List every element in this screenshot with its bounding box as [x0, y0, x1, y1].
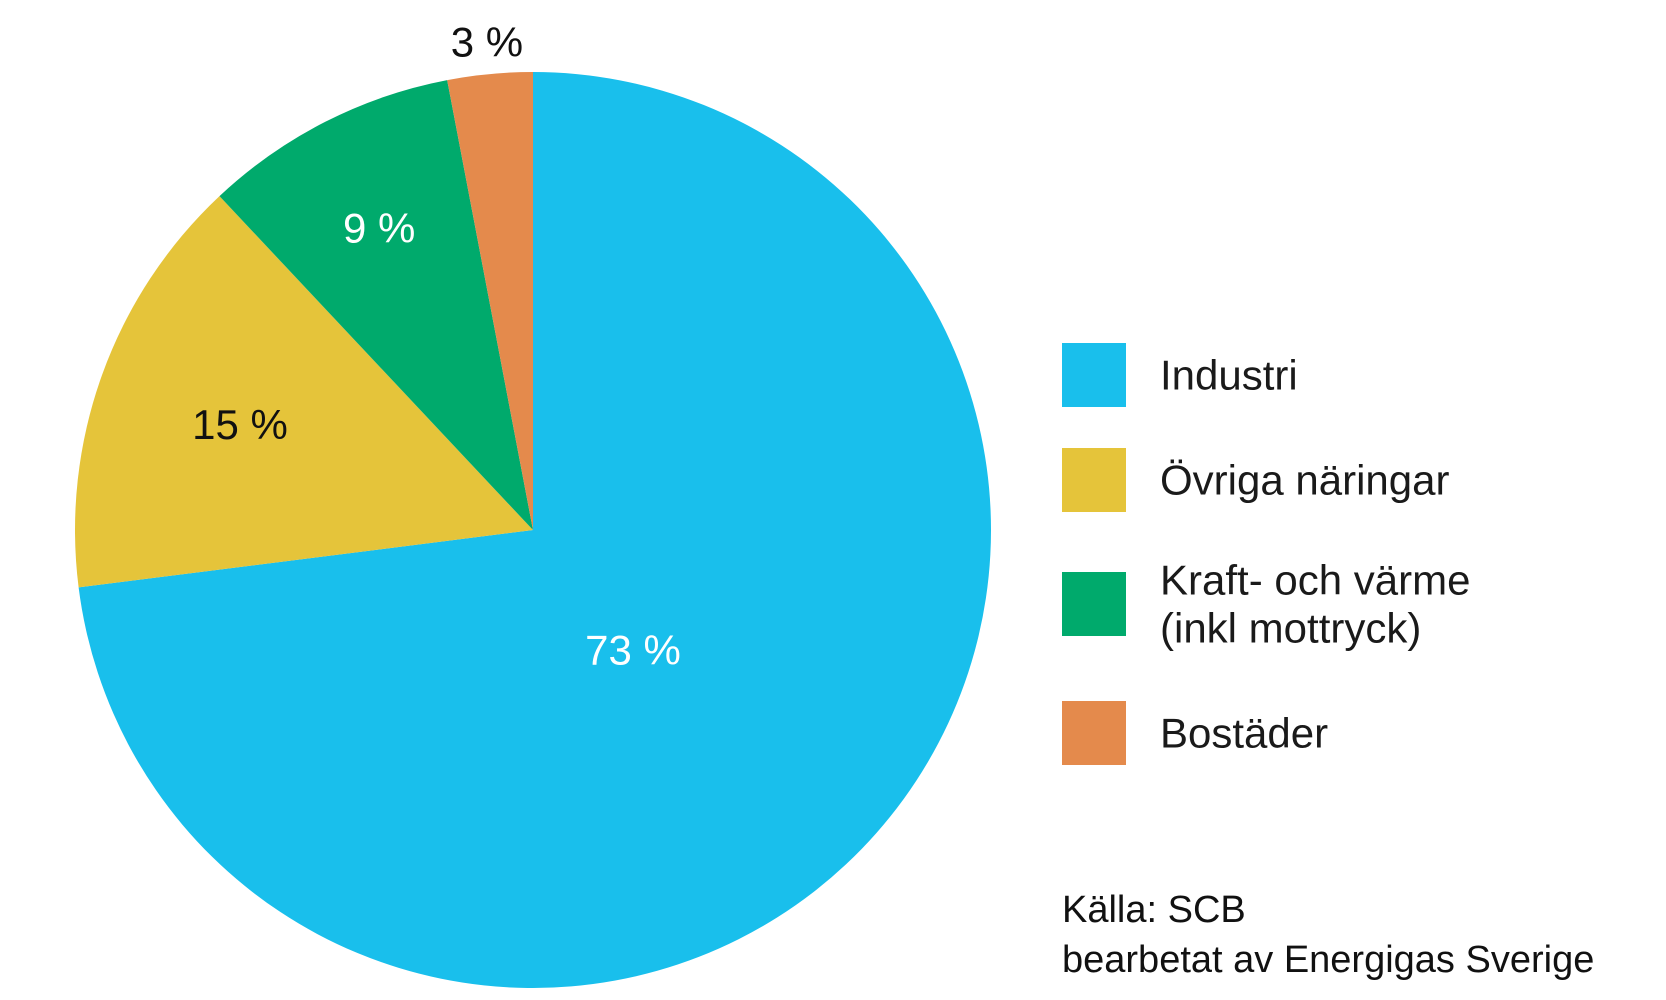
- slice-value-label: 3 %: [451, 19, 523, 66]
- pie-slice-bostäder: [447, 72, 533, 530]
- pie-slice-industri: [78, 72, 991, 988]
- legend-swatch: [1062, 572, 1126, 636]
- pie-slices: [74, 72, 991, 988]
- source-line-1: Källa: SCB: [1062, 889, 1246, 931]
- legend-label: Övriga näringar: [1160, 457, 1449, 504]
- legend-label: Bostäder: [1160, 710, 1328, 757]
- pie-slice-kraft-och-värme: [219, 80, 534, 531]
- pie-slice-övriga-näringar: [74, 196, 533, 588]
- legend-swatch: [1062, 448, 1126, 512]
- legend: Industri Övriga näringar Kraft- och värme(…: [1062, 343, 1470, 765]
- legend-label: (inkl mottryck): [1160, 605, 1421, 652]
- slice-value-labels: 73 % 15 % 9 % 3 %: [192, 19, 681, 674]
- legend-swatch: [1062, 701, 1126, 765]
- slice-value-label: 73 %: [585, 627, 681, 674]
- slice-value-label: 9 %: [343, 205, 415, 252]
- legend-label: Kraft- och värme: [1160, 557, 1470, 604]
- legend-swatch: [1062, 343, 1126, 407]
- slice-value-label: 15 %: [192, 401, 288, 448]
- legend-label: Industri: [1160, 352, 1298, 399]
- source-note: Källa: SCB bearbetat av Energigas Sverig…: [1062, 889, 1594, 981]
- source-line-2: bearbetat av Energigas Sverige: [1062, 939, 1594, 981]
